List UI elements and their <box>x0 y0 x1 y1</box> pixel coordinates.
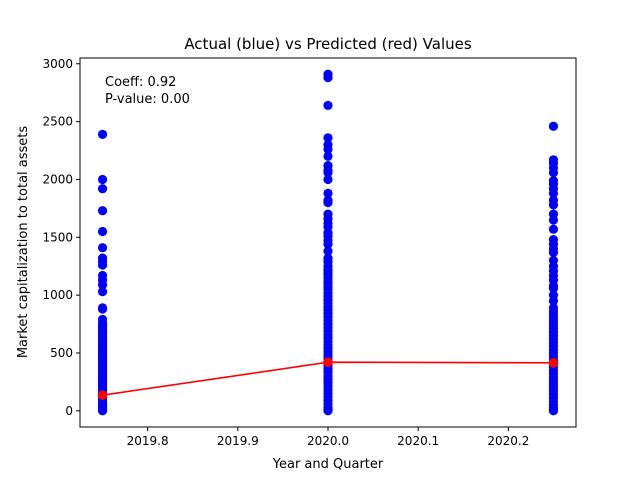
y-tick-label: 1000 <box>42 288 73 302</box>
predicted-series <box>97 357 559 400</box>
x-tick-label: 2020.0 <box>307 434 349 448</box>
y-tick-label: 2500 <box>42 115 73 129</box>
actual-point <box>548 247 559 257</box>
actual-point <box>97 226 108 237</box>
x-tick-label: 2020.1 <box>397 434 439 448</box>
x-tick-label: 2019.8 <box>127 434 169 448</box>
actual-point <box>323 151 333 161</box>
x-axis-ticks: 2019.8 2019.9 2020.0 2020.1 2020.2 <box>127 427 529 448</box>
predicted-point <box>97 390 108 400</box>
actual-point <box>548 215 559 225</box>
x-tick-label: 2020.2 <box>487 434 529 448</box>
actual-point <box>323 188 333 198</box>
predicted-point <box>548 358 559 368</box>
y-axis-ticks: 0 500 1000 1500 2000 2500 3000 <box>42 57 80 418</box>
y-tick-label: 0 <box>65 404 73 418</box>
plot-area <box>79 57 577 428</box>
actual-point <box>548 167 559 178</box>
actual-point <box>97 406 108 416</box>
actual-point <box>548 200 559 210</box>
actual-point <box>323 246 333 256</box>
actual-points <box>97 69 559 416</box>
actual-point <box>323 406 333 416</box>
predicted-point <box>323 357 333 368</box>
actual-point <box>548 188 559 198</box>
actual-point <box>323 167 333 178</box>
y-tick-label: 500 <box>50 346 73 360</box>
actual-point <box>97 304 108 314</box>
actual-point <box>548 283 559 293</box>
y-axis-label: Market capitalization to total assets <box>16 126 31 359</box>
actual-point <box>323 239 333 249</box>
actual-point <box>97 260 108 270</box>
actual-point <box>323 133 333 143</box>
actual-point <box>323 197 333 208</box>
actual-point <box>97 174 108 185</box>
actual-point <box>97 129 108 139</box>
annotation-pvalue: P-value: 0.00 <box>105 92 190 107</box>
actual-point <box>97 287 108 297</box>
y-tick-label: 2000 <box>42 172 73 186</box>
actual-point <box>97 243 108 253</box>
actual-point <box>323 144 333 154</box>
actual-point <box>548 406 559 416</box>
chart-title: Actual (blue) vs Predicted (red) Values <box>184 35 472 53</box>
actual-point <box>97 184 108 194</box>
actual-point <box>323 73 333 83</box>
x-axis-label: Year and Quarter <box>272 457 384 472</box>
actual-point <box>97 280 108 290</box>
actual-point <box>97 206 108 216</box>
y-tick-label: 1500 <box>42 230 73 244</box>
annotation-coeff: Coeff: 0.92 <box>105 75 176 90</box>
actual-point <box>323 100 333 111</box>
actual-point <box>323 174 333 185</box>
actual-point <box>548 121 559 131</box>
y-tick-label: 3000 <box>42 57 73 71</box>
actual-point <box>548 296 559 306</box>
actual-point <box>548 224 559 234</box>
x-tick-label: 2019.9 <box>217 434 259 448</box>
